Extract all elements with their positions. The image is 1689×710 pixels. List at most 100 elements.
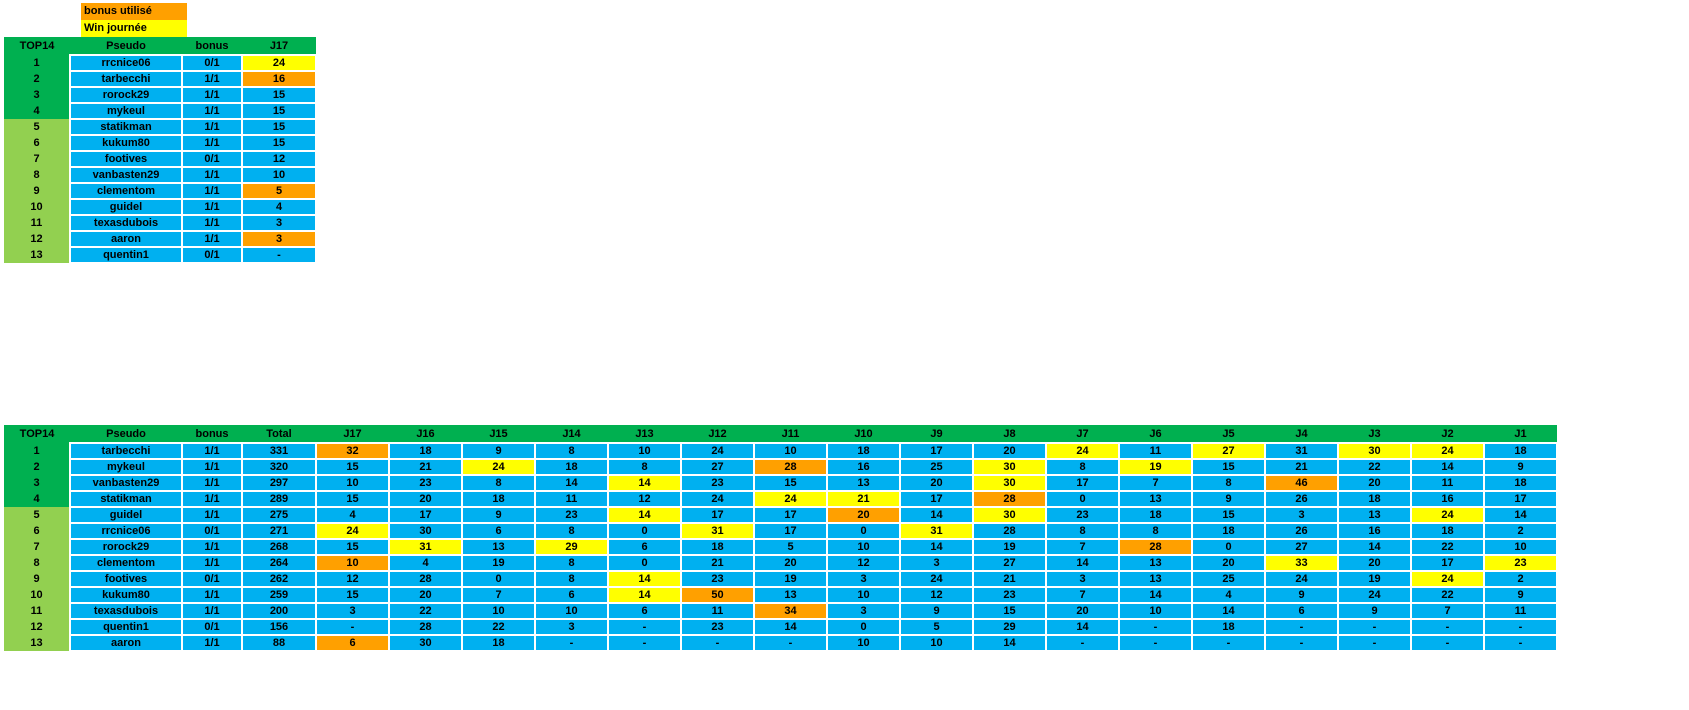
total-cell[interactable]: 268 xyxy=(241,538,317,556)
rank-cell[interactable]: 6 xyxy=(4,523,70,539)
pseudo-cell[interactable]: tarbecchi xyxy=(69,70,183,88)
score-cell[interactable]: 3 xyxy=(315,602,390,620)
score-cell[interactable]: 8 xyxy=(1045,522,1120,540)
score-cell[interactable]: 7 xyxy=(1118,474,1193,492)
score-cell[interactable]: 23 xyxy=(1483,554,1558,572)
score-cell[interactable]: 18 xyxy=(1483,474,1558,492)
score-cell[interactable]: 25 xyxy=(899,458,974,476)
score-cell[interactable]: 31 xyxy=(1264,442,1339,460)
score-cell[interactable]: 22 xyxy=(1410,538,1485,556)
score-cell[interactable]: 17 xyxy=(753,522,828,540)
pseudo-cell[interactable]: tarbecchi xyxy=(69,442,183,460)
score-cell[interactable]: 9 xyxy=(461,506,536,524)
score-cell[interactable]: 18 xyxy=(1337,490,1412,508)
score-cell[interactable]: 14 xyxy=(607,586,682,604)
score-cell[interactable]: 6 xyxy=(607,538,682,556)
score-cell[interactable]: 18 xyxy=(461,634,536,652)
score-cell[interactable]: 23 xyxy=(388,474,463,492)
rank-cell[interactable]: 5 xyxy=(4,507,70,523)
pseudo-cell[interactable]: vanbasten29 xyxy=(69,474,183,492)
score-cell[interactable]: 0 xyxy=(1191,538,1266,556)
score-cell[interactable]: 14 xyxy=(1483,506,1558,524)
bonus-cell[interactable]: 0/1 xyxy=(181,246,243,264)
score-cell[interactable]: 4 xyxy=(241,198,317,216)
score-cell[interactable]: 4 xyxy=(388,554,463,572)
score-cell[interactable]: 29 xyxy=(972,618,1047,636)
score-cell[interactable]: 14 xyxy=(972,634,1047,652)
score-cell[interactable]: 23 xyxy=(972,586,1047,604)
score-cell[interactable]: 9 xyxy=(899,602,974,620)
score-cell[interactable]: 14 xyxy=(1410,458,1485,476)
score-cell[interactable]: 15 xyxy=(241,134,317,152)
score-cell[interactable]: 17 xyxy=(1410,554,1485,572)
pseudo-cell[interactable]: rorock29 xyxy=(69,538,183,556)
score-cell[interactable]: 5 xyxy=(899,618,974,636)
score-cell[interactable]: 30 xyxy=(972,458,1047,476)
bonus-cell[interactable]: 1/1 xyxy=(181,166,243,184)
score-cell[interactable]: 24 xyxy=(1045,442,1120,460)
bonus-cell[interactable]: 0/1 xyxy=(181,54,243,72)
score-cell[interactable]: 30 xyxy=(972,506,1047,524)
score-cell[interactable]: 20 xyxy=(753,554,828,572)
score-cell[interactable]: 28 xyxy=(388,618,463,636)
score-cell[interactable]: 10 xyxy=(753,442,828,460)
score-cell[interactable]: 0 xyxy=(826,618,901,636)
score-cell[interactable]: 24 xyxy=(753,490,828,508)
score-cell[interactable]: 27 xyxy=(972,554,1047,572)
score-cell[interactable]: 7 xyxy=(1410,602,1485,620)
score-cell[interactable]: 17 xyxy=(1045,474,1120,492)
score-cell[interactable]: 11 xyxy=(534,490,609,508)
score-cell[interactable]: 12 xyxy=(899,586,974,604)
score-cell[interactable]: 19 xyxy=(753,570,828,588)
score-cell[interactable]: - xyxy=(315,618,390,636)
bonus-cell[interactable]: 1/1 xyxy=(181,182,243,200)
score-cell[interactable]: 31 xyxy=(899,522,974,540)
pseudo-cell[interactable]: quentin1 xyxy=(69,246,183,264)
rank-cell[interactable]: 1 xyxy=(4,443,70,459)
score-cell[interactable]: - xyxy=(1264,618,1339,636)
score-cell[interactable]: - xyxy=(1118,618,1193,636)
rank-cell[interactable]: 12 xyxy=(4,231,70,247)
score-cell[interactable]: - xyxy=(1410,618,1485,636)
bonus-cell[interactable]: 1/1 xyxy=(181,214,243,232)
rank-cell[interactable]: 6 xyxy=(4,135,70,151)
pseudo-cell[interactable]: statikman xyxy=(69,490,183,508)
score-cell[interactable]: 25 xyxy=(1191,570,1266,588)
score-cell[interactable]: 28 xyxy=(753,458,828,476)
rank-cell[interactable]: 9 xyxy=(4,183,70,199)
score-cell[interactable]: 15 xyxy=(753,474,828,492)
score-cell[interactable]: 2 xyxy=(1483,522,1558,540)
score-cell[interactable]: 24 xyxy=(461,458,536,476)
pseudo-cell[interactable]: guidel xyxy=(69,506,183,524)
score-cell[interactable]: 18 xyxy=(1191,522,1266,540)
rank-cell[interactable]: 4 xyxy=(4,491,70,507)
score-cell[interactable]: 15 xyxy=(972,602,1047,620)
score-cell[interactable]: 21 xyxy=(1264,458,1339,476)
score-cell[interactable]: 10 xyxy=(315,474,390,492)
bonus-cell[interactable]: 0/1 xyxy=(181,570,243,588)
score-cell[interactable]: 19 xyxy=(1118,458,1193,476)
score-cell[interactable]: 10 xyxy=(241,166,317,184)
score-cell[interactable]: 30 xyxy=(388,522,463,540)
total-cell[interactable]: 156 xyxy=(241,618,317,636)
total-cell[interactable]: 320 xyxy=(241,458,317,476)
rank-cell[interactable]: 1 xyxy=(4,55,70,71)
score-cell[interactable]: 15 xyxy=(1191,506,1266,524)
score-cell[interactable]: 24 xyxy=(1337,586,1412,604)
score-cell[interactable]: 20 xyxy=(972,442,1047,460)
score-cell[interactable]: 12 xyxy=(315,570,390,588)
score-cell[interactable]: 8 xyxy=(461,474,536,492)
score-cell[interactable]: 24 xyxy=(680,490,755,508)
bonus-cell[interactable]: 1/1 xyxy=(181,602,243,620)
score-cell[interactable]: 19 xyxy=(461,554,536,572)
bonus-cell[interactable]: 0/1 xyxy=(181,150,243,168)
score-cell[interactable]: 23 xyxy=(534,506,609,524)
score-cell[interactable]: 8 xyxy=(534,522,609,540)
pseudo-cell[interactable]: footives xyxy=(69,570,183,588)
score-cell[interactable]: 18 xyxy=(1483,442,1558,460)
score-cell[interactable]: 10 xyxy=(826,586,901,604)
score-cell[interactable]: 7 xyxy=(1045,538,1120,556)
score-cell[interactable]: 17 xyxy=(899,490,974,508)
score-cell[interactable]: 10 xyxy=(607,442,682,460)
score-cell[interactable]: 14 xyxy=(607,506,682,524)
